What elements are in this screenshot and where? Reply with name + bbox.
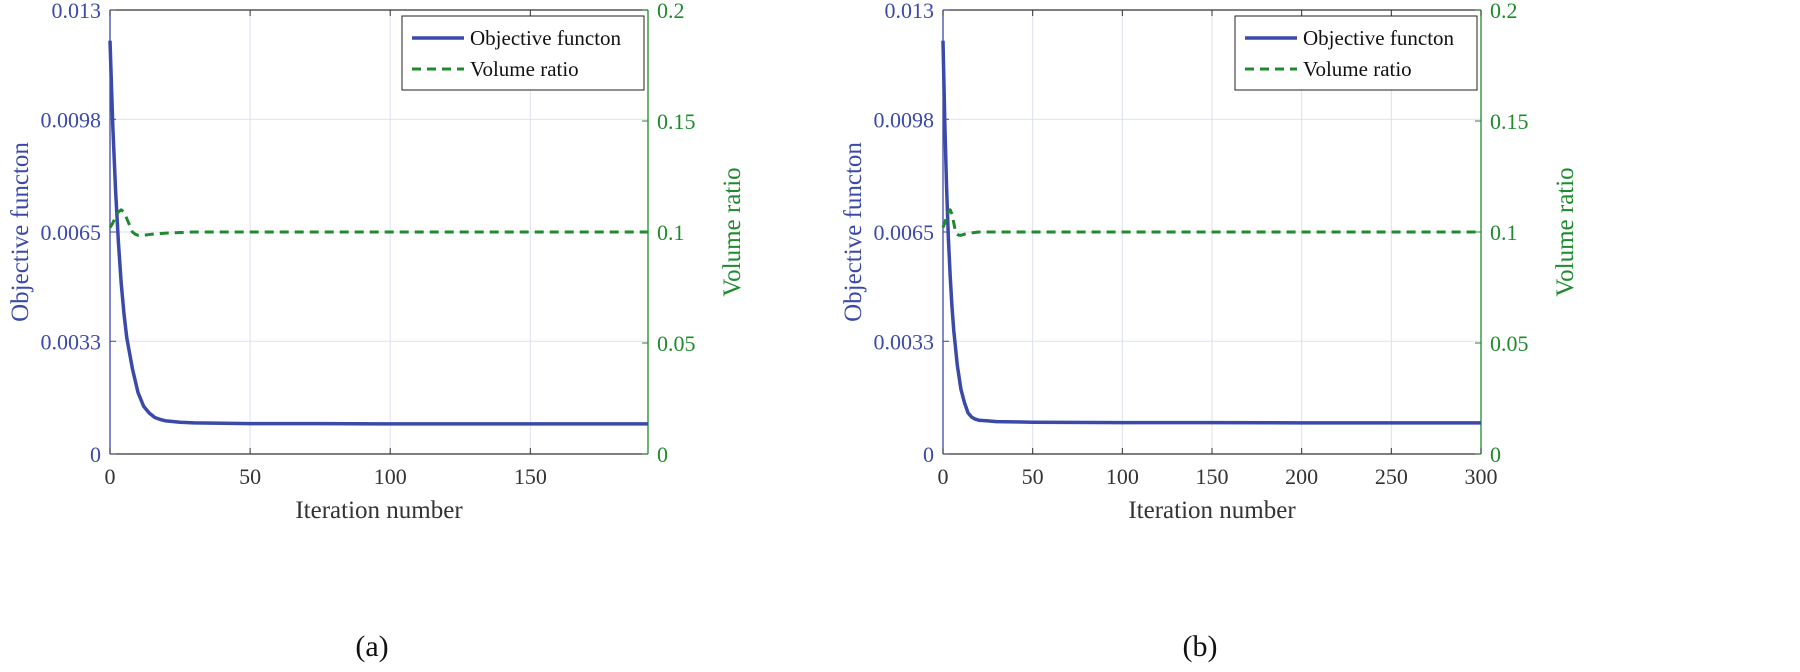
- objective-series-line: [941, 40, 1481, 425]
- x-axis-title: Iteration number: [1128, 497, 1296, 524]
- x-tick-label: 50: [239, 464, 261, 489]
- legend-entry: Objective functon: [1303, 26, 1455, 50]
- x-tick-label: 300: [1465, 464, 1498, 489]
- x-tick-label: 200: [1285, 464, 1318, 489]
- x-tick-label: 0: [938, 464, 949, 489]
- y-tick-label-left: 0.013: [52, 0, 102, 23]
- x-tick-label: 0: [105, 464, 116, 489]
- y-tick-label-left: 0: [90, 442, 101, 467]
- x-tick-label: 150: [514, 464, 547, 489]
- y-tick-label-right: 0.15: [1490, 109, 1529, 134]
- chart-panel-b: 0 50 100 150 200 250 30000.00330.00650.00980.0…: [840, 0, 1579, 663]
- x-tick-label: 250: [1375, 464, 1408, 489]
- legend-box: [1234, 15, 1478, 91]
- legend-entry: Volume ratio: [1303, 57, 1412, 81]
- panel-label: (b): [1183, 630, 1218, 663]
- y-tick-label-right: 0.1: [657, 220, 685, 245]
- x-tick-label: 100: [374, 464, 407, 489]
- y-tick-label-left: 0.0098: [874, 107, 935, 132]
- chart-panel-a: 0 50 100 150 0 0.0033 0.0065 0.0098 0.013 0 0.05 0.…: [7, 0, 746, 663]
- y-tick-label-right: 0.05: [1490, 331, 1529, 356]
- y-tick-label-right: 0.15: [657, 109, 696, 134]
- volume-series-line: [108, 208, 648, 237]
- objective-series-line: [108, 40, 648, 426]
- y-tick-label-right: 0.2: [657, 0, 685, 23]
- y-axis-title-right: Volume ratio: [1552, 167, 1579, 296]
- y-tick-label-left: 0.0065: [874, 220, 935, 245]
- x-tick-label: 150: [1196, 464, 1229, 489]
- y-axis-title-left: Objective functon: [7, 142, 34, 322]
- y-tick-label-right: 0.05: [657, 331, 696, 356]
- legend-entry: Volume ratio: [470, 57, 579, 81]
- y-tick-label-left: 0.013: [885, 0, 935, 23]
- y-axis-title-right: Volume ratio: [719, 167, 746, 296]
- legend: Objective functon Volume ratio: [401, 15, 645, 91]
- y-tick-label-right: 0: [1490, 442, 1501, 467]
- y-tick-label-right: 0.2: [1490, 0, 1518, 23]
- y-tick-label-left: 0.0033: [874, 329, 935, 354]
- y-tick-label-left: 0.0065: [41, 220, 102, 245]
- panel-label: (a): [355, 630, 388, 663]
- x-tick-label: 50: [1022, 464, 1044, 489]
- y-axis-title-left: Objective functon: [840, 142, 867, 322]
- volume-series-line: [941, 208, 1481, 237]
- legend: Objective functon Volume ratio: [1234, 15, 1478, 91]
- y-tick-label-left: 0.0098: [41, 107, 102, 132]
- y-tick-label-left: 0.0033: [41, 329, 102, 354]
- x-axis-title: Iteration number: [295, 497, 463, 524]
- x-tick-label: 100: [1106, 464, 1139, 489]
- legend-box: [401, 15, 645, 91]
- y-tick-label-right: 0: [657, 442, 668, 467]
- y-tick-label-right: 0.1: [1490, 220, 1518, 245]
- y-tick-label-left: 0: [923, 442, 934, 467]
- legend-entry: Objective functon: [470, 26, 622, 50]
